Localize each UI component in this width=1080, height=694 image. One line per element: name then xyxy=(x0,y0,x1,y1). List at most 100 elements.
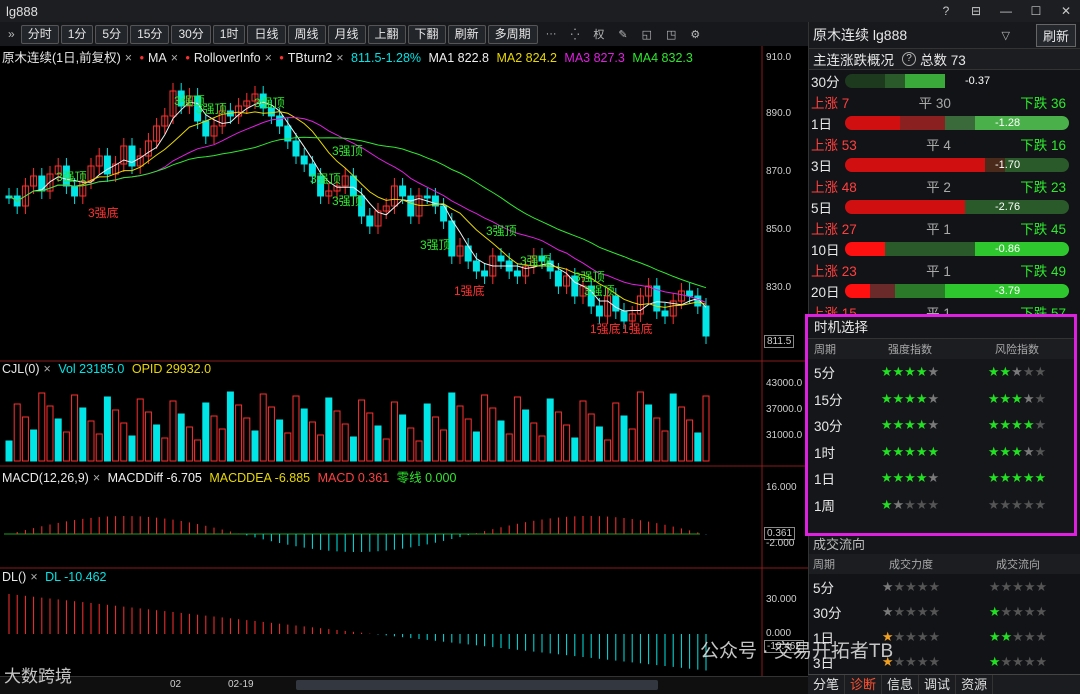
dl-indicator-name[interactable]: DL() xyxy=(2,570,27,584)
more-icon[interactable]: ··· xyxy=(545,28,557,40)
btn-timeshare[interactable]: 分时 xyxy=(20,24,59,44)
candle-body xyxy=(366,215,374,227)
btn-multi-period[interactable]: 多周期 xyxy=(487,24,538,44)
flow-row: 5分 ★★★★★ ★★★★★ xyxy=(809,574,1080,599)
strength-stars: ★★★★★ xyxy=(880,496,940,512)
tab-resources[interactable]: 资源 xyxy=(956,675,994,694)
maximize-icon[interactable]: ☐ xyxy=(1030,4,1042,18)
expand-chevron-icon[interactable]: » xyxy=(8,27,15,41)
flow-rows: 5分 ★★★★★ ★★★★★ 30分 ★★★★★ ★★★★★ 1日 ★★★★★ ★★★★★ 3日 ★… xyxy=(809,574,1080,674)
change-value: -0.86 xyxy=(995,242,1021,255)
candle-body xyxy=(456,245,464,257)
draw-icon[interactable]: ✎ xyxy=(618,28,628,41)
candle-body xyxy=(423,195,431,199)
candle-body xyxy=(604,295,612,317)
x-tick: 02-19 xyxy=(228,679,254,690)
macd-indicator-name[interactable]: MACD(12,26,9) xyxy=(2,471,89,485)
count-row: 上涨 23 平 1 下跌 49 xyxy=(809,259,1080,280)
macd-dea: MACDDEA -6.885 xyxy=(209,471,311,485)
btn-monthly[interactable]: 月线 xyxy=(327,24,366,44)
flat-count: 平 1 xyxy=(926,221,951,237)
flow-col-period: 周期 xyxy=(813,559,835,571)
strength-stars: ★★★★★ xyxy=(880,364,940,380)
legend-tbturn[interactable]: TBturn2 xyxy=(287,51,333,65)
timing-title: 时机选择 xyxy=(808,317,1074,339)
btn-1min[interactable]: 1分 xyxy=(60,24,94,44)
timing-row: 5分 ★★★★★ ★★★★★ xyxy=(808,359,1074,386)
summary-row: 3日 -1.70 xyxy=(809,154,1080,175)
summary-row: 30分 -0.37 xyxy=(809,70,1080,91)
ma-line xyxy=(8,111,707,308)
timing-row: 1周 ★★★★★ ★★★★★ xyxy=(808,492,1074,519)
candle-body xyxy=(333,185,341,192)
btn-30min[interactable]: 30分 xyxy=(171,24,211,44)
volume-bar xyxy=(636,391,644,462)
volume-bar xyxy=(259,393,267,462)
minimize-icon[interactable]: — xyxy=(1000,4,1012,18)
ma-line xyxy=(8,101,707,312)
candle-body xyxy=(144,140,152,157)
volume-bar xyxy=(587,413,595,462)
timing-period: 1时 xyxy=(814,445,836,461)
volume-bar xyxy=(218,428,226,462)
btn-page-down[interactable]: 下翻 xyxy=(407,24,446,44)
strength-stars: ★★★★★ xyxy=(880,390,940,406)
timing-period: 1周 xyxy=(814,498,836,514)
summary-period: 3日 xyxy=(811,158,833,174)
down-count: 下跌 23 xyxy=(1020,179,1066,195)
btn-15min[interactable]: 15分 xyxy=(130,24,170,44)
count-row: 上涨 27 平 1 下跌 45 xyxy=(809,217,1080,238)
panel-refresh-button[interactable]: 刷新 xyxy=(1035,23,1076,47)
layout-icon[interactable]: ⊟ xyxy=(970,4,982,18)
zoom-out-icon[interactable]: ◱ xyxy=(641,28,652,41)
tab-info[interactable]: 信息 xyxy=(882,675,920,694)
signal-bottom: 3强底 xyxy=(88,206,119,220)
crosshair-icon[interactable]: ⁛ xyxy=(570,28,580,41)
legend-ma[interactable]: MA xyxy=(147,51,167,65)
zoom-in-icon[interactable]: ◳ xyxy=(666,28,677,41)
vol-indicator-name[interactable]: CJL(0) xyxy=(2,362,40,376)
vol-y-tick: 37000.0 xyxy=(766,404,803,415)
candle-body xyxy=(38,175,46,192)
chart-scrollbar[interactable] xyxy=(296,680,658,690)
candle-body xyxy=(440,205,448,222)
chart-area[interactable]: 原木连续(1日,前复权) × • MA × • RolloverInfo × • TBtur… xyxy=(0,46,808,694)
tab-diagnosis[interactable]: 诊断 xyxy=(845,675,883,694)
timing-header: 周期 强度指数 风险指数 xyxy=(808,339,1074,359)
count-row: 上涨 53 平 4 下跌 16 xyxy=(809,133,1080,154)
opid-value: OPID 29932.0 xyxy=(131,362,212,376)
panel-tabs: 分笔 诊断 信息 调试 资源 xyxy=(808,674,1080,694)
volume-bar xyxy=(661,430,669,462)
ma-line xyxy=(8,136,707,289)
candle-body xyxy=(399,185,407,197)
help-icon[interactable]: ? xyxy=(942,4,950,18)
volume-legend: CJL(0) × Vol 23185.0 OPID 29932.0 xyxy=(2,362,212,376)
flow-period: 3日 xyxy=(813,655,835,671)
macd-y-tick: -2.000 xyxy=(766,538,795,549)
btn-daily[interactable]: 日线 xyxy=(247,24,286,44)
volume-bar xyxy=(202,402,210,462)
help-circle-icon[interactable]: ? xyxy=(902,52,916,66)
down-count: 下跌 36 xyxy=(1020,95,1066,111)
signal-top: 3强顶 xyxy=(486,224,517,238)
strength-stars: ★★★★★ xyxy=(880,470,940,486)
tab-debug[interactable]: 调试 xyxy=(919,675,957,694)
volume-bar xyxy=(702,395,710,462)
volume-bar xyxy=(407,427,415,462)
tab-ticks[interactable]: 分笔 xyxy=(808,675,846,694)
btn-page-up[interactable]: 上翻 xyxy=(367,24,406,44)
close-icon[interactable]: ✕ xyxy=(1060,4,1072,18)
btn-5min[interactable]: 5分 xyxy=(95,24,129,44)
btn-refresh[interactable]: 刷新 xyxy=(447,24,486,44)
flow-stars: ★★★★★ xyxy=(988,653,1048,669)
rights-icon[interactable]: 权 xyxy=(593,29,605,41)
signal-top: 3强顶 xyxy=(56,170,87,184)
btn-1hour[interactable]: 1时 xyxy=(212,24,246,44)
btn-weekly[interactable]: 周线 xyxy=(287,24,326,44)
kline-chart-canvas[interactable] xyxy=(0,46,808,676)
symbol-dropdown-icon[interactable]: ▽ xyxy=(1001,29,1010,42)
vol-value: Vol 23185.0 xyxy=(58,362,125,376)
legend-rollover[interactable]: RolloverInfo xyxy=(193,51,261,65)
settings-icon[interactable]: ⚙ xyxy=(690,28,701,41)
candle-body xyxy=(169,90,177,117)
